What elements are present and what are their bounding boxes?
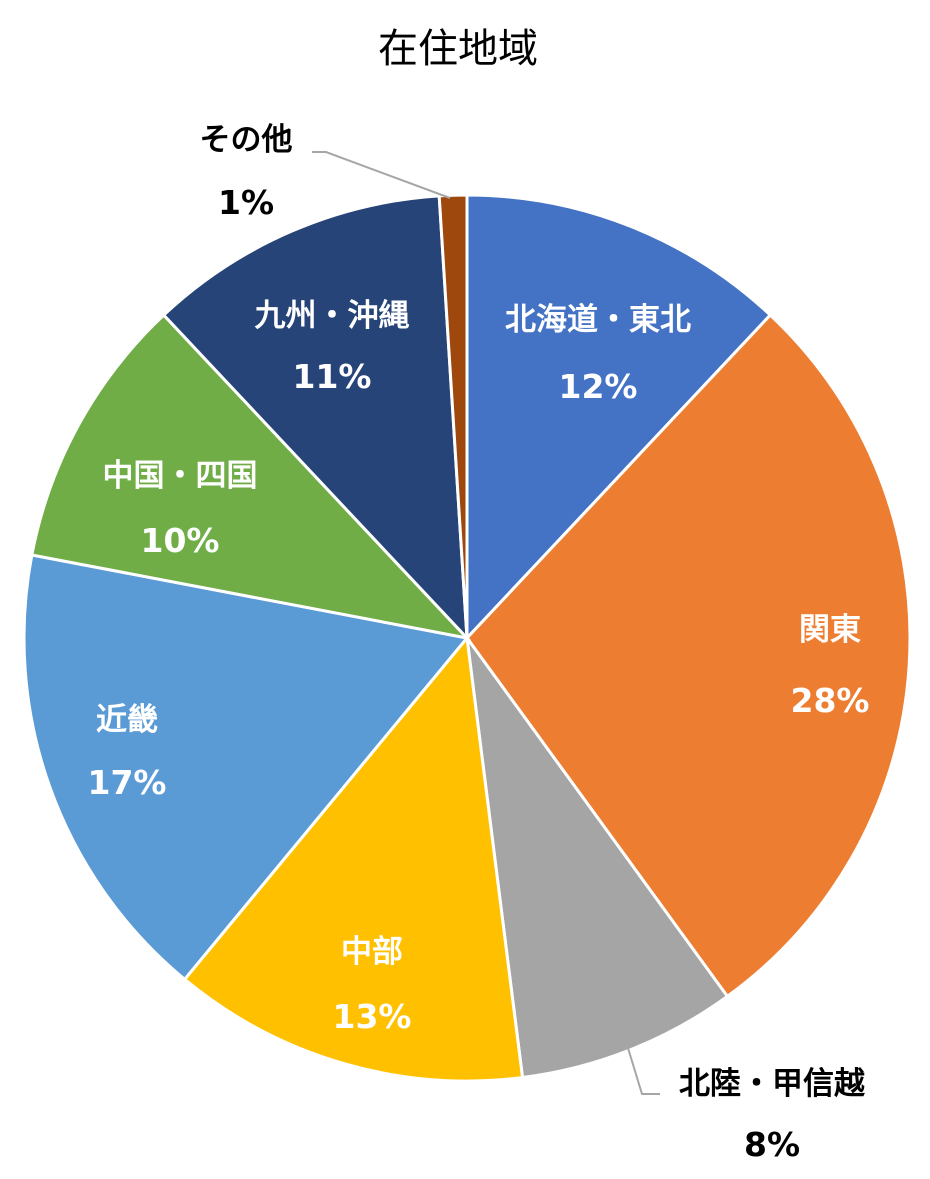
pie-slice [465, 637, 730, 1080]
slice-percent-label: 17% [88, 763, 167, 802]
leader-line [312, 151, 451, 199]
pie-slices [22, 193, 912, 1083]
pie-slice [30, 312, 472, 641]
slice-percent-label: 1% [218, 183, 274, 222]
pie-slice [465, 312, 912, 999]
pie-slice [437, 193, 469, 639]
slice-percent-label: 28% [791, 681, 870, 720]
slice-category-label: 北海道・東北 [505, 302, 691, 338]
slice-category-label: 関東 [799, 612, 861, 648]
leader-line [627, 1047, 660, 1095]
slice-category-label: その他 [200, 122, 293, 158]
pie-slice [465, 193, 773, 642]
slice-category-label: 北陸・甲信越 [679, 1066, 866, 1102]
slice-percent-label: 8% [744, 1125, 800, 1164]
chart-title: 在住地域 [378, 26, 538, 72]
slice-percent-label: 11% [293, 357, 372, 396]
slice-percent-label: 12% [559, 367, 638, 406]
slice-category-label: 中国・四国 [103, 458, 258, 494]
slice-labels: 北海道・東北 12% 関東 28% 北陸・甲信越 8% 中部 13% 近畿 17% 中国・四国 10%… [88, 122, 870, 1164]
slice-percent-label: 10% [141, 521, 220, 560]
pie-slice [182, 634, 525, 1083]
slice-category-label: 中部 [341, 934, 403, 970]
leader-lines [312, 151, 660, 1095]
pie-slice [22, 553, 470, 982]
slice-category-label: 近畿 [96, 702, 158, 738]
slice-percent-label: 13% [333, 997, 412, 1036]
pie-slice [161, 194, 469, 643]
slice-category-label: 九州・沖縄 [255, 298, 410, 334]
